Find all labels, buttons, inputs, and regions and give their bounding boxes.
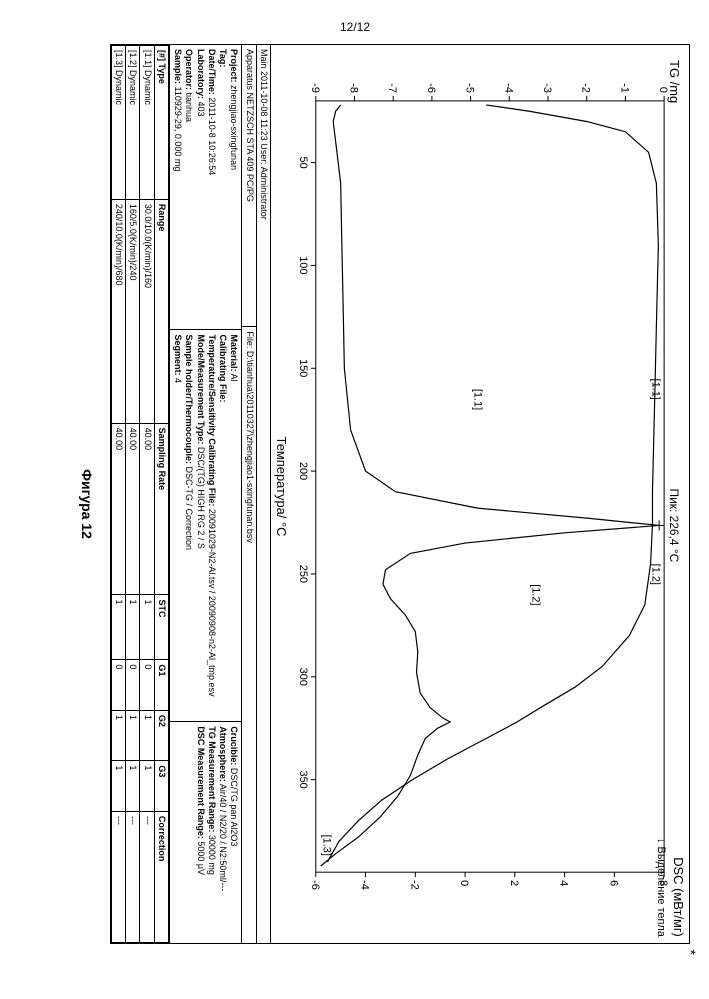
svg-text:DSC (мВт/мг): DSC (мВт/мг) (671, 857, 686, 937)
svg-text:↓ Выделение тепла: ↓ Выделение тепла (655, 838, 667, 938)
svg-text:-6: -6 (309, 880, 321, 890)
page-number: 12/12 (20, 20, 690, 34)
chart-svg: 50 100 150 200 250 300 350 Температура/ °C 0 -1 -2… (271, 45, 689, 943)
meta-kv: Sample holder/Thermocouple: DSC-TG / Cor… (183, 334, 194, 717)
svg-text:0: 0 (458, 880, 470, 886)
meta-kv: Atmosphere: Air/40 / N2/20 / N2:50ml/--- (217, 726, 228, 939)
svg-text:100: 100 (297, 256, 309, 274)
svg-text:6: 6 (607, 880, 619, 886)
svg-text:-9: -9 (309, 83, 321, 93)
svg-text:-2: -2 (408, 880, 420, 890)
table-row: [1.1] Dynamic30.0/10.0(K/min)/16040.0010… (140, 46, 154, 943)
seg-header: STC (154, 595, 168, 660)
figure-caption: Фигура 12 (79, 44, 95, 964)
svg-text:4: 4 (558, 880, 570, 886)
metadata-panel: Main 2011-10-08 11:23 User: Administrato… (110, 44, 270, 944)
svg-text:300: 300 (297, 668, 309, 686)
meta-kv: Segment: 4 (172, 334, 183, 717)
svg-text:-1: -1 (618, 83, 630, 93)
seg-header: G2 (154, 710, 168, 761)
seg-header: [#] Type (154, 46, 168, 200)
meta-kv: Crucible: DSC/TG pan Al2O3 (228, 726, 239, 939)
meta-kv: Mode/Measurement Type: DSC/(TG) HIGH RG … (195, 334, 206, 717)
meta-mid-block: Material: AlCalibrating File: Temperatur… (170, 329, 242, 721)
seg-header: Sampling Rate (154, 423, 168, 595)
table-row: [1.3] Dynamic240/10.0(K/min)/68040.00101… (112, 46, 126, 943)
meta-kv: Calibrating File: (217, 334, 228, 717)
svg-text:-3: -3 (541, 83, 553, 93)
svg-text:[1.3]: [1.3] (320, 835, 332, 856)
seg-header: G1 (154, 660, 168, 711)
meta-left-block: Project: zhengjiao-sxingfunanTag: Date/T… (170, 45, 242, 329)
meta-file: File: D:\tianhua\20110327\zhengjiao1-sxi… (243, 327, 256, 943)
meta-kv: Sample: 110929-29, 0.000 mg (172, 49, 183, 325)
svg-text:250: 250 (297, 565, 309, 583)
thermal-analysis-chart: * 50100150200250300350Температура/ °C0-1… (270, 44, 690, 944)
seg-header: Correction (154, 811, 168, 942)
meta-apparatus: Apparatus NETZSCH STA 409 PC/PG (243, 45, 256, 327)
trace-label: [1.2] (530, 584, 542, 605)
meta-right-block: Crucible: DSC/TG pan Al2O3Atmosphere: Ai… (170, 721, 242, 943)
meta-kv: Date/Time: 2011-10-8 10:26:54 (206, 49, 217, 325)
segments-table: [#] TypeRangeSampling RateSTCG1G2G3Corre… (111, 45, 169, 943)
svg-text:-6: -6 (425, 83, 437, 93)
figure-container: * 50100150200250300350Температура/ °C0-1… (20, 44, 690, 964)
meta-kv: Operator: tianhua (183, 49, 194, 325)
svg-text:350: 350 (297, 771, 309, 789)
svg-text:TG /mg: TG /mg (667, 60, 682, 103)
tg-curve (327, 105, 658, 862)
meta-kv: DSC Measurement Range: 5000 µV (195, 726, 206, 939)
seg-header: Range (154, 199, 168, 423)
meta-kv: Material: Al (228, 334, 239, 717)
asterisk-mark: * (683, 950, 699, 955)
meta-kv: Project: zhengjiao-sxingfunan (228, 49, 239, 325)
meta-kv: Tag: (217, 49, 228, 325)
meta-top-line: Main 2011-10-08 11:23 User: Administrato… (257, 45, 270, 943)
trace-label: [1.2] (650, 564, 662, 585)
seg-header: G3 (154, 761, 168, 812)
svg-text:-7: -7 (386, 83, 398, 93)
meta-kv: TG Measurement Range: 30000 mg (206, 726, 217, 939)
table-row: [1.2] Dynamic160/5.0(K/min)/24040.001011… (126, 46, 140, 943)
svg-text:Температура/ °C: Температура/ °C (274, 437, 289, 537)
dsc-curve (321, 105, 659, 866)
svg-text:2: 2 (508, 880, 520, 886)
svg-text:-4: -4 (502, 83, 514, 93)
svg-text:50: 50 (297, 156, 309, 168)
svg-text:-4: -4 (359, 880, 371, 890)
trace-label: [1.1] (471, 389, 483, 410)
svg-text:150: 150 (297, 359, 309, 377)
meta-kv: Laboratory: 403 (195, 49, 206, 325)
svg-text:-2: -2 (580, 83, 592, 93)
svg-text:-8: -8 (348, 83, 360, 93)
svg-text:-5: -5 (464, 83, 476, 93)
peak-annotation: Пик: 226,4 °C (667, 489, 681, 563)
meta-kv: Temperature/Sensitivity Calibrating File… (206, 334, 217, 717)
svg-text:200: 200 (297, 462, 309, 480)
trace-label: [1.1] (650, 379, 662, 400)
